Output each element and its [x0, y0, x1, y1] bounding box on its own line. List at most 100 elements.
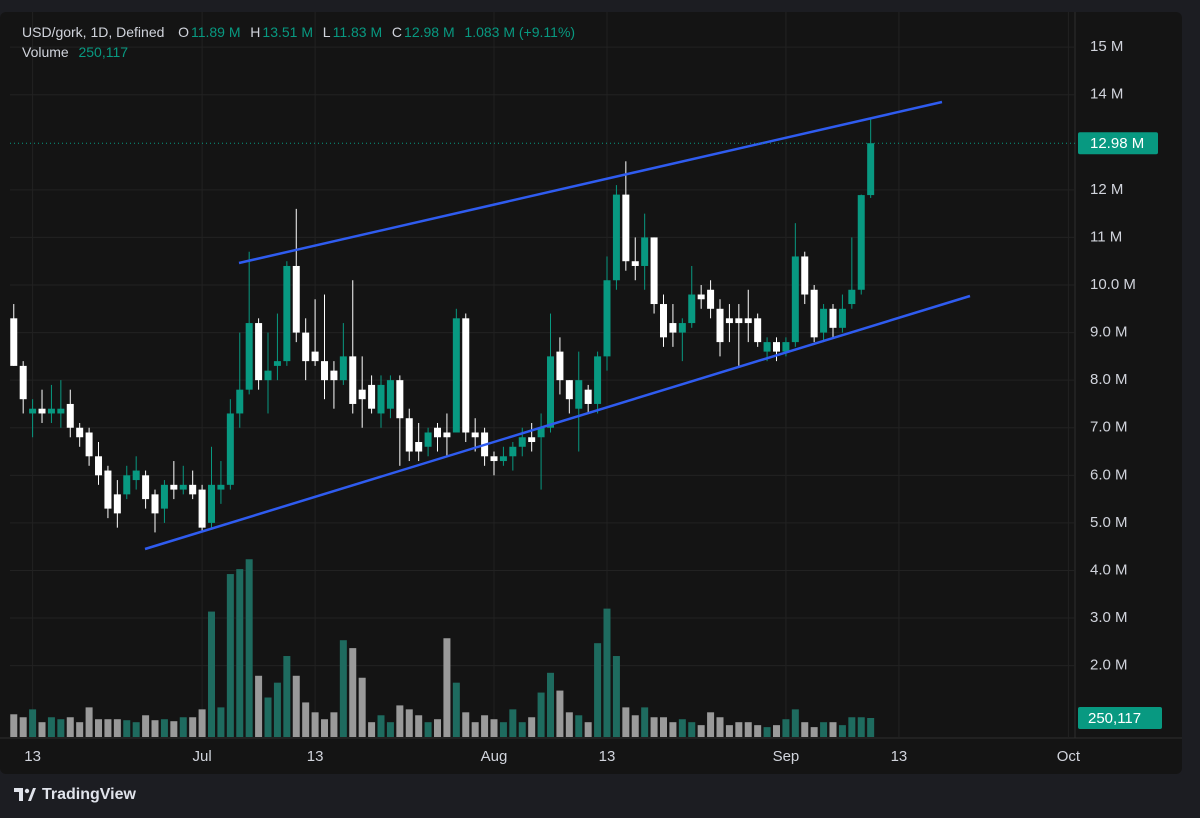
y-tick-label: 2.0 M: [1090, 657, 1128, 674]
candle-body: [556, 351, 564, 381]
volume-bar: [292, 675, 300, 737]
legend-header: USD/gork, 1D, Defined O 11.89 M H 13.51 M …: [22, 22, 577, 62]
candle-body: [641, 237, 649, 266]
volume-bar: [132, 722, 140, 737]
logo-icon: [14, 788, 36, 801]
volume-bar: [311, 712, 319, 737]
close-value: 12.98 M: [404, 24, 455, 40]
volume-bar: [857, 717, 865, 737]
candle-body: [660, 304, 668, 338]
candle-body: [867, 143, 875, 196]
x-tick-label: 13: [24, 748, 41, 765]
volume-bar: [660, 717, 668, 737]
volume-bar: [330, 712, 338, 737]
candle-body: [123, 475, 131, 495]
candle-body: [754, 318, 762, 343]
volume-bar: [801, 722, 809, 737]
volume-bar: [772, 725, 780, 737]
volume-bar: [594, 643, 602, 737]
volume-bar: [820, 722, 828, 737]
candle-body: [434, 427, 442, 438]
open-label: O: [178, 24, 189, 40]
volume-bar: [339, 640, 347, 737]
candle-body: [820, 308, 828, 333]
candle-body: [763, 342, 771, 352]
volume-bar: [236, 569, 244, 737]
candle-body: [29, 408, 37, 414]
candle-body: [283, 265, 291, 362]
open-value: 11.89 M: [190, 24, 241, 40]
volume-tag-label: 250,117: [1088, 710, 1141, 727]
y-tick-label: 15 M: [1090, 38, 1123, 55]
candle-body: [452, 318, 460, 433]
volume-bar: [697, 725, 705, 737]
volume-tag: [1078, 706, 1162, 729]
volume-bar: [612, 656, 620, 737]
candle-body: [19, 365, 27, 400]
candle-body: [311, 351, 319, 362]
candle-body: [170, 484, 178, 490]
y-tick-label: 9.0 M: [1090, 324, 1128, 341]
candle-body: [10, 318, 18, 366]
volume-bar: [669, 722, 677, 737]
volume-bar: [575, 715, 583, 737]
volume-bar: [528, 717, 536, 737]
volume-bar: [481, 715, 489, 737]
candle-body: [66, 403, 74, 428]
volume-bar: [415, 715, 423, 737]
x-tick-label: Aug: [481, 748, 508, 765]
volume-bar: [321, 719, 329, 737]
high-value: 13.51 M: [262, 24, 314, 40]
y-tick-label: 14 M: [1090, 86, 1123, 103]
volume-bar: [123, 720, 131, 737]
volume-row: Volume 250,117: [22, 42, 577, 62]
candle-body: [245, 323, 253, 390]
candle-body: [142, 475, 150, 500]
candle-body: [95, 456, 103, 476]
candle-body: [678, 323, 686, 333]
candle-body: [368, 384, 376, 409]
candle-body: [85, 432, 93, 457]
volume-bar: [198, 709, 206, 737]
candle-body: [631, 261, 639, 266]
y-tick-label: 3.0 M: [1090, 609, 1128, 626]
volume-bar: [509, 709, 517, 737]
candle-body: [57, 408, 65, 414]
candle-body: [396, 380, 404, 419]
volume-bar: [622, 707, 630, 737]
candle-body: [217, 484, 225, 490]
candle-body: [810, 289, 818, 338]
candle-body: [462, 318, 470, 433]
volume-bar: [76, 722, 84, 737]
candle-body: [848, 289, 856, 305]
volume-bar: [179, 717, 187, 737]
volume-bar: [151, 720, 159, 737]
volume-bar: [584, 722, 592, 737]
volume-bar: [255, 675, 263, 737]
candle-body: [113, 494, 121, 514]
y-tick-label: 10.0 M: [1090, 276, 1136, 293]
volume-bar: [810, 727, 818, 737]
volume-bar: [518, 722, 526, 737]
candle-body: [594, 356, 602, 404]
volume-bar: [603, 608, 611, 737]
y-tick-label: 6.0 M: [1090, 466, 1128, 483]
volume-bar: [707, 712, 715, 737]
candle-body: [669, 323, 677, 333]
volume-bar: [735, 722, 743, 737]
candle-body: [330, 370, 338, 381]
candle-body: [415, 442, 423, 452]
y-tick-label: 7.0 M: [1090, 419, 1128, 436]
candle-body: [697, 294, 705, 300]
candle-body: [292, 265, 300, 333]
y-tick-label: 5.0 M: [1090, 514, 1128, 531]
volume-bar: [537, 692, 545, 737]
candle-body: [612, 194, 620, 281]
candle-body: [518, 437, 526, 447]
volume-bar: [565, 712, 573, 737]
volume-bar: [744, 722, 752, 737]
volume-bar: [829, 722, 837, 737]
volume-bar: [396, 705, 404, 737]
candle-body: [386, 380, 394, 409]
